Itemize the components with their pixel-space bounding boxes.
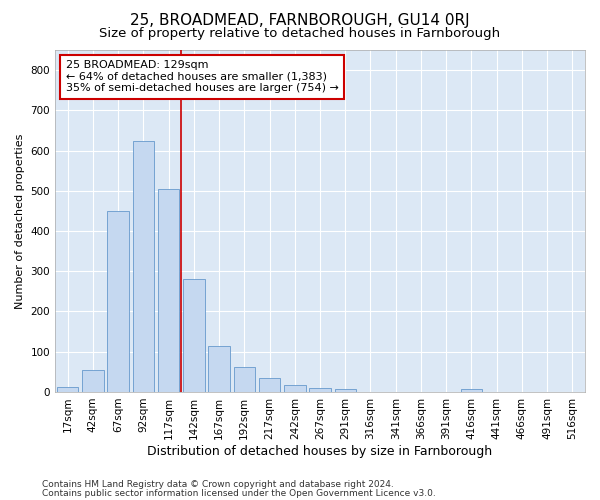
Bar	[259, 378, 280, 392]
Bar	[309, 388, 331, 392]
Bar	[133, 140, 154, 392]
Text: 25 BROADMEAD: 129sqm
← 64% of detached houses are smaller (1,383)
35% of semi-de: 25 BROADMEAD: 129sqm ← 64% of detached h…	[65, 60, 338, 94]
Bar	[335, 388, 356, 392]
Text: 25, BROADMEAD, FARNBOROUGH, GU14 0RJ: 25, BROADMEAD, FARNBOROUGH, GU14 0RJ	[130, 12, 470, 28]
Bar	[57, 387, 79, 392]
Bar	[82, 370, 104, 392]
Bar	[233, 367, 255, 392]
Text: Contains HM Land Registry data © Crown copyright and database right 2024.: Contains HM Land Registry data © Crown c…	[42, 480, 394, 489]
X-axis label: Distribution of detached houses by size in Farnborough: Distribution of detached houses by size …	[148, 444, 493, 458]
Bar	[107, 211, 129, 392]
Bar	[183, 280, 205, 392]
Text: Contains public sector information licensed under the Open Government Licence v3: Contains public sector information licen…	[42, 488, 436, 498]
Bar	[158, 189, 179, 392]
Bar	[208, 346, 230, 392]
Text: Size of property relative to detached houses in Farnborough: Size of property relative to detached ho…	[100, 28, 500, 40]
Bar	[284, 384, 305, 392]
Y-axis label: Number of detached properties: Number of detached properties	[15, 134, 25, 308]
Bar	[461, 389, 482, 392]
